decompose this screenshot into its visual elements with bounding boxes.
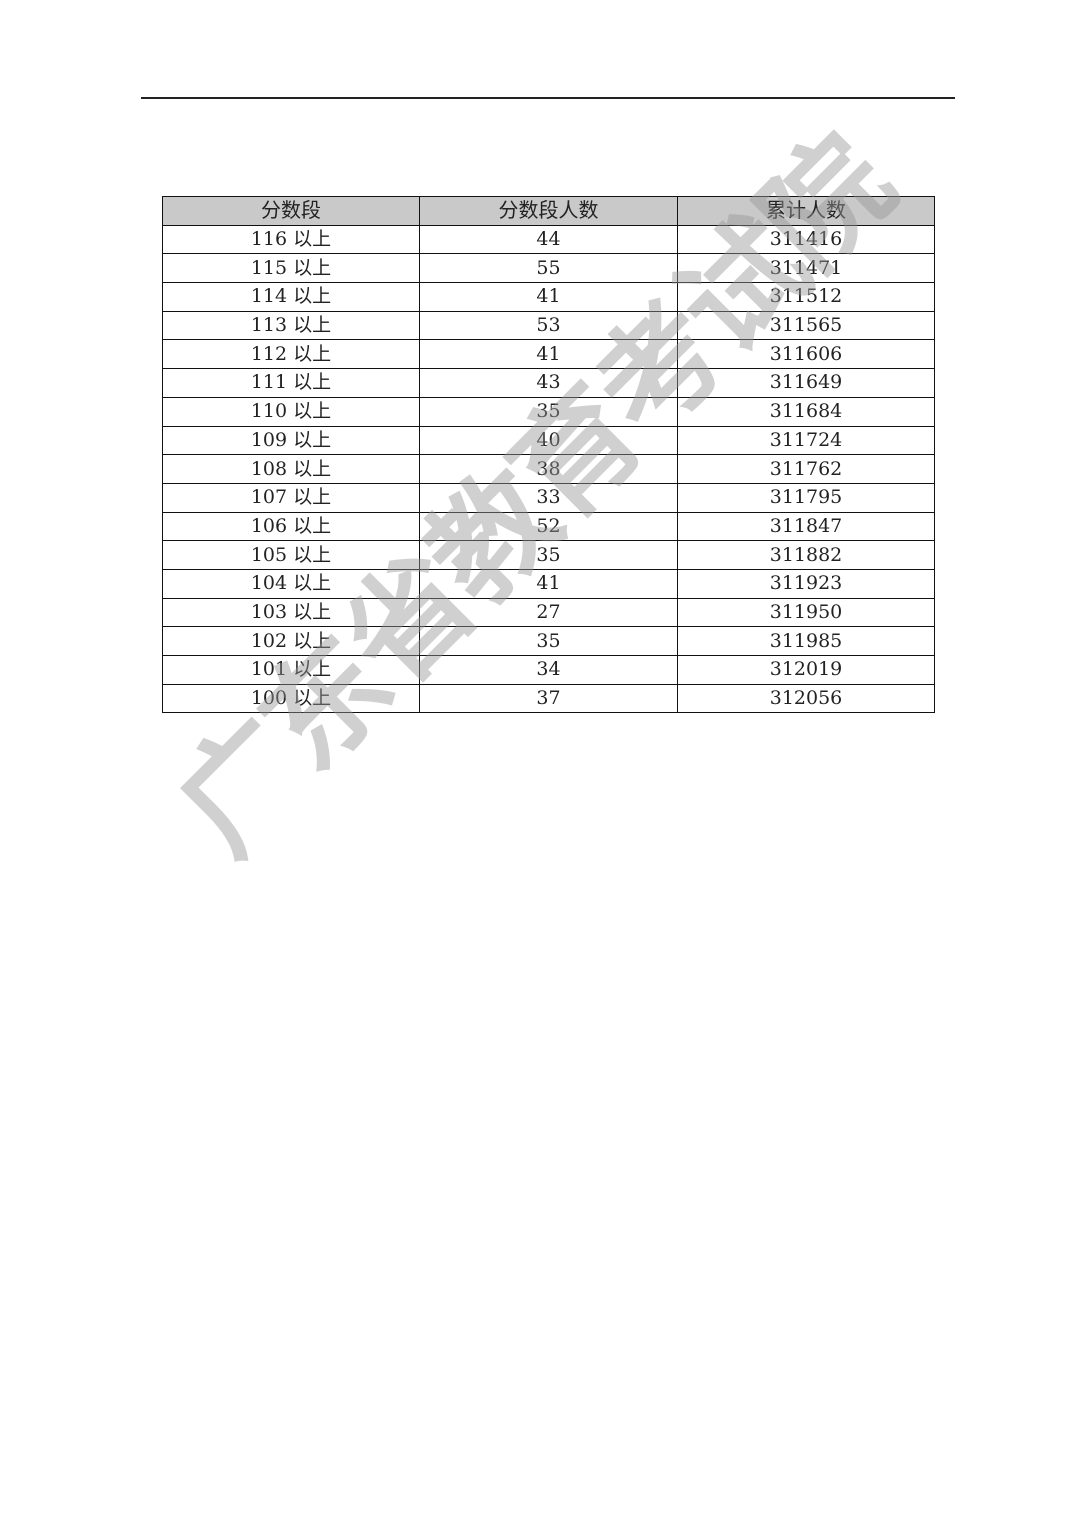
cell-cumulative: 312056	[677, 683, 935, 714]
cell-count: 37	[419, 683, 678, 714]
cell-count: 52	[419, 511, 678, 542]
cell-score-range: 113 以上	[162, 310, 420, 341]
cell-cumulative: 311724	[677, 425, 935, 456]
cell-cumulative: 311950	[677, 597, 935, 628]
score-distribution-table: 分数段 分数段人数 累计人数 116 以上 44 311416 115 以上 55 311…	[162, 196, 935, 714]
table-row: 106 以上 52 311847	[162, 511, 935, 542]
table-row: 110 以上 35 311684	[162, 396, 935, 427]
cell-score-range: 100 以上	[162, 683, 420, 714]
header-rule	[141, 97, 955, 99]
cell-score-range: 111 以上	[162, 368, 420, 398]
table-row: 116 以上 44 311416	[162, 224, 935, 255]
cell-count: 41	[419, 339, 678, 370]
table-row: 100 以上 37 312056	[162, 683, 935, 714]
cell-cumulative: 311923	[677, 568, 935, 599]
cell-count: 34	[419, 655, 678, 685]
table-row: 107 以上 33 311795	[162, 482, 935, 513]
cell-score-range: 102 以上	[162, 626, 420, 656]
cell-score-range: 112 以上	[162, 339, 420, 370]
table-row: 113 以上 53 311565	[162, 310, 935, 341]
cell-count: 53	[419, 310, 678, 341]
cell-cumulative: 312019	[677, 655, 935, 685]
table-header-row: 分数段 分数段人数 累计人数	[162, 196, 935, 226]
cell-score-range: 101 以上	[162, 655, 420, 685]
cell-count: 35	[419, 540, 678, 570]
table-row: 115 以上 55 311471	[162, 253, 935, 284]
cell-count: 38	[419, 454, 678, 484]
cell-score-range: 107 以上	[162, 482, 420, 513]
cell-count: 27	[419, 597, 678, 628]
cell-cumulative: 311795	[677, 482, 935, 513]
cell-cumulative: 311565	[677, 310, 935, 341]
cell-count: 35	[419, 396, 678, 427]
cell-score-range: 104 以上	[162, 568, 420, 599]
cell-cumulative: 311512	[677, 282, 935, 312]
cell-count: 33	[419, 482, 678, 513]
cell-score-range: 114 以上	[162, 282, 420, 312]
cell-cumulative: 311606	[677, 339, 935, 370]
cell-score-range: 105 以上	[162, 540, 420, 570]
cell-score-range: 116 以上	[162, 224, 420, 255]
table-row: 114 以上 41 311512	[162, 282, 935, 312]
cell-score-range: 115 以上	[162, 253, 420, 284]
table-row: 111 以上 43 311649	[162, 368, 935, 398]
cell-cumulative: 311985	[677, 626, 935, 656]
table-row: 103 以上 27 311950	[162, 597, 935, 628]
cell-score-range: 106 以上	[162, 511, 420, 542]
header-score-range: 分数段	[162, 196, 420, 226]
cell-score-range: 103 以上	[162, 597, 420, 628]
header-count: 分数段人数	[419, 196, 678, 226]
cell-count: 41	[419, 568, 678, 599]
cell-cumulative: 311847	[677, 511, 935, 542]
cell-score-range: 110 以上	[162, 396, 420, 427]
cell-cumulative: 311416	[677, 224, 935, 255]
cell-count: 44	[419, 224, 678, 255]
table-row: 101 以上 34 312019	[162, 655, 935, 685]
cell-count: 35	[419, 626, 678, 656]
cell-score-range: 109 以上	[162, 425, 420, 456]
table-row: 104 以上 41 311923	[162, 568, 935, 599]
table-row: 112 以上 41 311606	[162, 339, 935, 370]
cell-cumulative: 311762	[677, 454, 935, 484]
cell-cumulative: 311882	[677, 540, 935, 570]
cell-count: 41	[419, 282, 678, 312]
cell-score-range: 108 以上	[162, 454, 420, 484]
cell-count: 40	[419, 425, 678, 456]
cell-cumulative: 311649	[677, 368, 935, 398]
header-cumulative: 累计人数	[677, 196, 935, 226]
table-row: 108 以上 38 311762	[162, 454, 935, 484]
table-row: 109 以上 40 311724	[162, 425, 935, 456]
cell-count: 43	[419, 368, 678, 398]
cell-count: 55	[419, 253, 678, 284]
cell-cumulative: 311684	[677, 396, 935, 427]
cell-cumulative: 311471	[677, 253, 935, 284]
table-row: 105 以上 35 311882	[162, 540, 935, 570]
table-row: 102 以上 35 311985	[162, 626, 935, 656]
